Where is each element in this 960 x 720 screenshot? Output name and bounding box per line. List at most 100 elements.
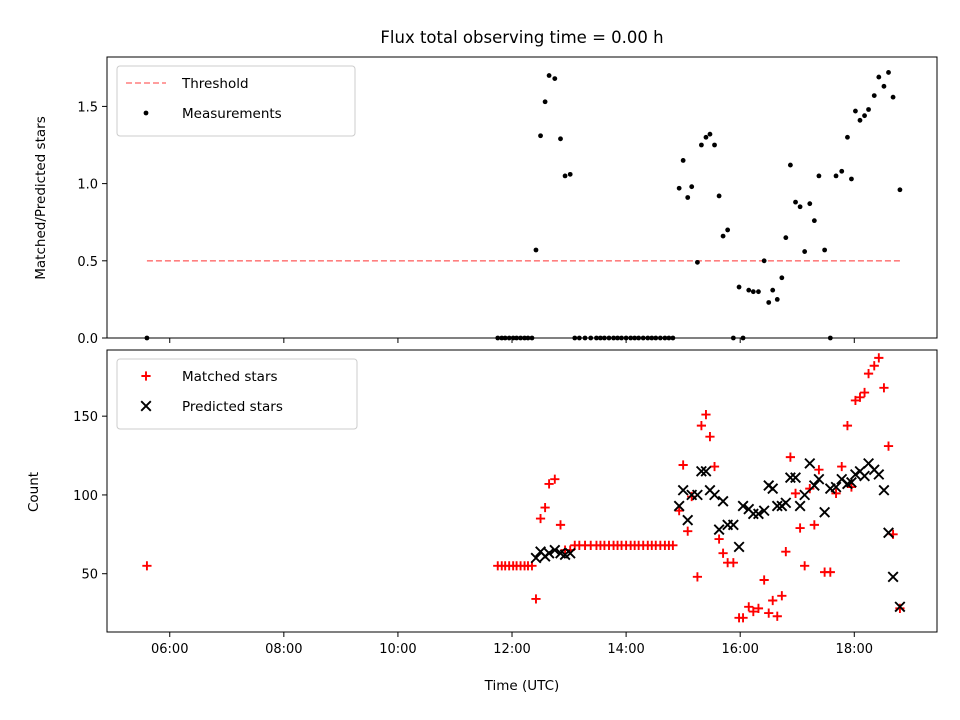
matched-stars-point [879,383,889,393]
matched-stars-point [683,526,693,536]
bottom-chart-y-tick-label: 150 [73,410,98,425]
measurements-point [699,142,704,148]
measurements-point [793,199,798,205]
measurements-point [822,247,828,253]
matched-stars-point [142,561,152,571]
matched-stars-point [777,591,787,601]
measurements-point [567,171,573,177]
matched-stars-point [544,479,554,489]
measurements-point [766,300,772,305]
measurements-point [716,193,722,199]
measurements-point [797,204,803,210]
measurements-point [685,195,691,200]
measurements-point [695,259,700,265]
matched-stars-point [555,520,566,530]
measurements-point [890,94,896,100]
matched-stars-point [768,595,778,606]
top-chart-y-tick-label: 1.0 [77,178,98,193]
predicted-stars-point [790,472,802,484]
measurements-point [853,108,858,114]
predicted-stars-point [564,547,576,559]
predicted-stars-point [530,552,542,564]
matched-stars-point [738,613,748,623]
measurements-point [736,284,742,290]
predicted-stars-point [758,505,770,517]
bottom-chart-x-axis-label: Time (UTC) [484,678,560,694]
matched-stars-point [759,575,769,585]
matched-stars-point [883,441,894,451]
measurements-point [881,83,887,89]
bottom-chart-y-tick-label: 100 [73,489,98,504]
predicted-stars-point [717,495,729,507]
measurements-point [562,173,568,179]
bottom-chart-y-tick-label: 50 [81,568,98,583]
predicted-stars-point [549,544,561,556]
predicted-stars-point [808,480,820,491]
predicted-stars-point [752,508,764,520]
measurements-point [725,227,731,233]
measurements-point [712,142,717,148]
bottom-chart-x-tick-label: 12:00 [493,642,530,657]
predicted-stars-point [727,519,739,531]
bottom-chart-x-tick-label: 06:00 [151,642,188,657]
measurements-point [839,168,845,174]
measurements-point [756,289,761,295]
measurements-point [703,134,709,140]
measurements-point [871,93,877,98]
measurements-point [676,185,682,191]
top-chart-y-tick-label: 0.5 [77,255,98,270]
predicted-stars-point [873,468,885,480]
matched-stars-point [718,548,728,558]
matched-stars-point [753,603,764,613]
predicted-stars-point [695,465,707,477]
matched-stars-point [668,540,678,550]
matched-stars-point [531,594,541,604]
matched-stars-point [800,561,810,571]
measurements-point [857,117,863,123]
matched-stars-point [696,421,707,431]
top-chart-y-tick-label: 1.5 [77,100,98,115]
measurements-point [761,258,767,264]
measurements-point [720,233,726,239]
predicted-stars-point [543,547,555,559]
measurements-point [707,131,713,137]
legend-matched-stars-swatch [141,371,151,381]
predicted-stars-point [830,481,842,493]
legend-measurements-swatch [143,110,149,116]
measurements-point [546,73,552,78]
matched-stars-point [744,602,754,612]
bottom-chart-frame [106,349,938,633]
matched-stars-point [874,353,884,363]
matched-stars-point [837,461,847,472]
measurements-point [750,289,756,295]
predicted-stars-point [713,524,725,536]
measurements-point [897,187,903,193]
measurements-point [787,162,793,168]
measurements-point [680,158,686,163]
measurements-point [849,176,854,182]
matched-stars-point [781,547,791,557]
bottom-chart-x-tick-label: 14:00 [607,642,644,657]
predicted-stars-point [673,500,685,512]
bottom-chart-x-tick-label: 08:00 [265,642,302,657]
matched-stars-point [790,488,801,498]
measurements-point [774,297,780,302]
bottom-chart-y-axis-label: Count [26,472,42,512]
matched-stars-point [809,520,819,530]
matched-stars-point [535,513,546,524]
matched-stars-point [674,506,684,516]
measurements-point [811,218,817,224]
predicted-stars-point [733,541,745,553]
predicted-stars-point [804,457,816,469]
measurements-point [689,184,695,190]
matched-stars-point [869,361,879,371]
top-chart-panel: 0.0 0.5 1.0 1.5 Matched/Predicted stars Thr… [33,56,938,347]
predicted-stars-point [799,489,811,501]
measurements-point [533,247,539,253]
matched-stars-point [540,502,550,513]
measurements-point [779,275,785,281]
predicted-stars-point [737,500,749,512]
matched-stars-point [764,608,774,618]
predicted-stars-point [700,465,712,477]
